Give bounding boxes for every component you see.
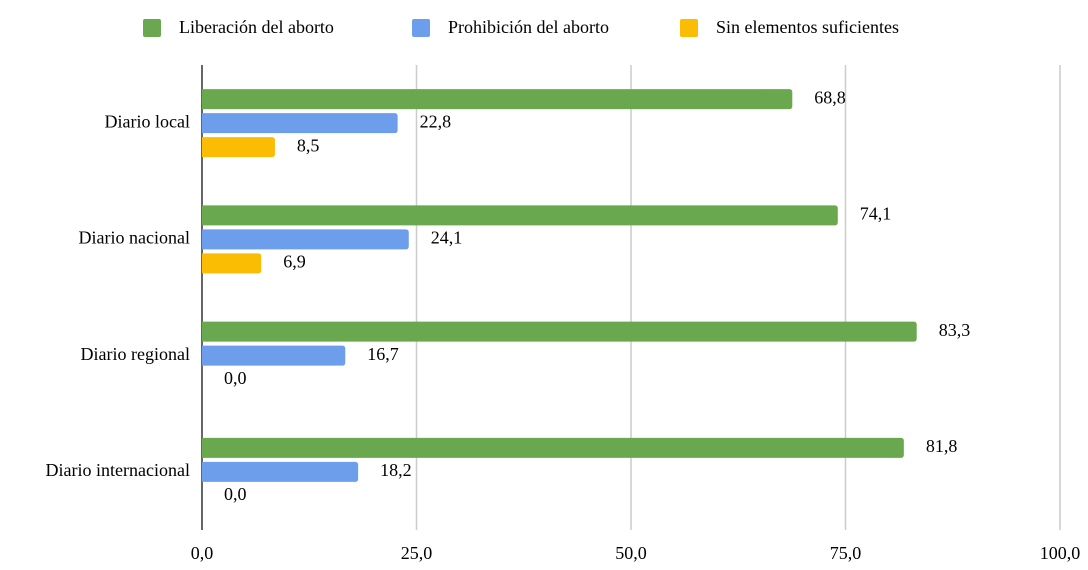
value-label: 22,8 xyxy=(420,111,452,131)
y-tick-label: Diario regional xyxy=(81,344,190,364)
legend-label: Liberación del aborto xyxy=(179,17,334,37)
x-tick-label: 50,0 xyxy=(615,543,647,563)
y-tick-label: Diario local xyxy=(105,111,190,131)
value-label: 0,0 xyxy=(224,484,247,504)
bar xyxy=(202,113,398,134)
legend-swatch xyxy=(412,19,430,37)
value-label: 68,8 xyxy=(814,87,846,107)
value-label: 81,8 xyxy=(926,436,958,456)
x-tick-label: 100,0 xyxy=(1040,543,1081,563)
bar xyxy=(202,89,793,110)
legend-label: Prohibición del aborto xyxy=(448,17,609,37)
value-label: 8,5 xyxy=(297,135,320,155)
y-tick-label: Diario nacional xyxy=(79,228,190,248)
value-label: 83,3 xyxy=(939,320,971,340)
bar xyxy=(202,321,917,342)
value-label: 16,7 xyxy=(367,344,399,364)
value-label: 18,2 xyxy=(380,460,412,480)
x-tick-label: 0,0 xyxy=(191,543,214,563)
value-label: 0,0 xyxy=(224,368,247,388)
legend-swatch xyxy=(680,19,698,37)
legend-label: Sin elementos suficientes xyxy=(716,17,899,37)
x-tick-label: 75,0 xyxy=(830,543,862,563)
value-label: 74,1 xyxy=(860,204,892,224)
bar xyxy=(202,461,359,482)
bar xyxy=(202,437,904,458)
y-tick-label: Diario internacional xyxy=(46,460,190,480)
bar xyxy=(202,345,346,366)
bar xyxy=(202,205,838,226)
legend-swatch xyxy=(143,19,161,37)
bar xyxy=(202,229,409,250)
x-tick-label: 25,0 xyxy=(401,543,433,563)
bar xyxy=(202,253,262,274)
bar xyxy=(202,137,275,158)
value-label: 6,9 xyxy=(283,252,306,272)
value-label: 24,1 xyxy=(431,228,463,248)
